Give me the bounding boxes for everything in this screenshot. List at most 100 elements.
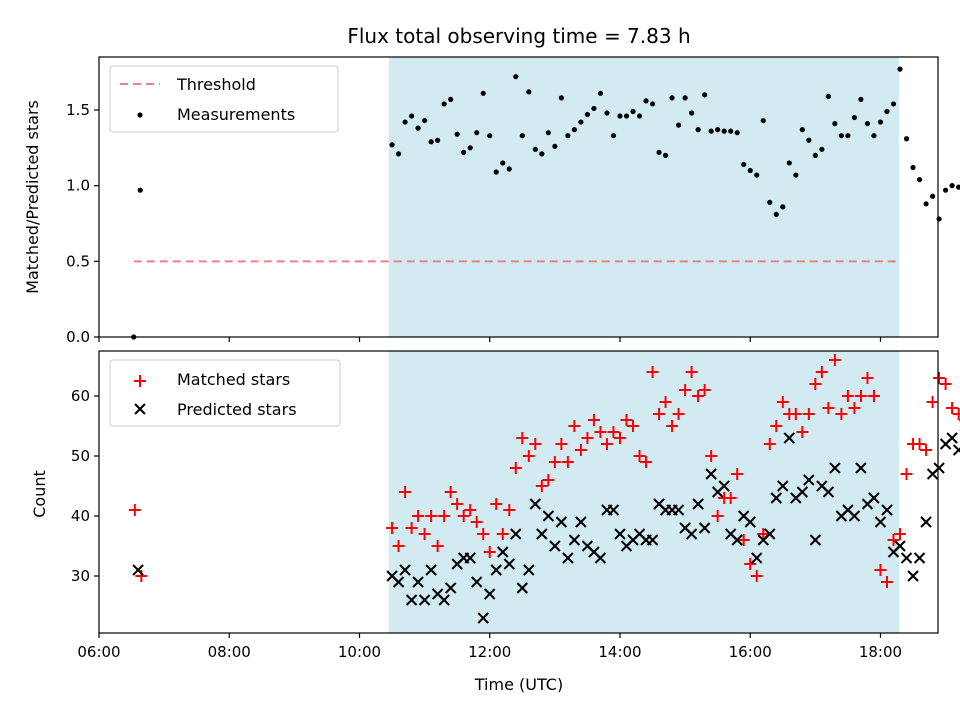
measurement-point xyxy=(838,133,845,139)
predicted-star-point xyxy=(751,552,763,564)
predicted-star-point xyxy=(523,564,535,576)
matched-star-point xyxy=(861,372,874,384)
count-x-ticks: 06:00 08:00 10:00 12:00 14:00 16:00 18:00 xyxy=(77,633,902,661)
measurement-point xyxy=(702,92,708,98)
matched-star-point xyxy=(555,438,568,450)
measurement-point xyxy=(721,128,727,134)
measurement-point xyxy=(493,169,499,175)
matched-star-point xyxy=(679,384,692,396)
measurement-point xyxy=(584,111,591,118)
measurement-point xyxy=(825,93,831,99)
matched-star-point xyxy=(880,576,893,588)
matched-star-point xyxy=(399,486,412,498)
measurement-point xyxy=(487,133,493,139)
measurement-point xyxy=(916,176,923,183)
measurement-point xyxy=(428,139,434,145)
matched-star-point xyxy=(477,528,490,540)
predicted-star-point xyxy=(783,432,796,444)
measurement-point xyxy=(422,117,428,124)
predicted-star-point xyxy=(822,486,835,498)
y-tick-label: 50 xyxy=(71,447,90,465)
measurement-point xyxy=(890,101,897,107)
matched-star-point xyxy=(581,432,594,444)
predicted-star-point xyxy=(646,534,659,546)
measurement-point xyxy=(461,149,467,155)
ratio-legend-box xyxy=(109,65,339,133)
matched-star-point xyxy=(607,426,620,438)
matched-star-point xyxy=(594,426,607,438)
predicted-star-point xyxy=(698,522,711,534)
measurement-point xyxy=(435,137,441,143)
measurement-point xyxy=(389,142,395,148)
matched-star-point xyxy=(874,564,887,576)
predicted-star-point xyxy=(868,492,880,504)
count-plot-frame xyxy=(98,350,939,634)
measurement-point xyxy=(767,199,773,205)
matched-star-point xyxy=(438,510,451,522)
measurement-point xyxy=(506,166,512,172)
measurement-point xyxy=(395,151,402,157)
measurement-point xyxy=(923,201,929,207)
matched-star-point xyxy=(841,390,854,402)
count-panel: 30 40 50 60 06:00 08:00 10:00 12:00 14:00 16:00 1… xyxy=(30,350,960,694)
count-y-ticks: 30 40 50 60 xyxy=(71,387,99,585)
measurement-point xyxy=(137,187,143,193)
measurement-point xyxy=(467,145,473,151)
matched-star-point xyxy=(633,450,646,462)
matched-star-point xyxy=(867,390,880,402)
predicted-star-point xyxy=(920,516,932,528)
x-tick-label: 18:00 xyxy=(859,643,902,661)
x-tick-label: 08:00 xyxy=(208,643,251,661)
matched-star-point xyxy=(529,438,542,450)
measurement-point xyxy=(649,101,656,107)
matched-star-point xyxy=(952,408,960,420)
measurement-point xyxy=(571,127,577,133)
measurement-point xyxy=(669,95,675,101)
matched-star-point xyxy=(425,510,438,522)
measurement-point xyxy=(402,119,408,125)
observing-window-shade xyxy=(388,57,899,337)
matched-star-point xyxy=(431,540,444,552)
count-legend-box xyxy=(109,359,341,427)
measurement-point xyxy=(747,167,753,174)
predicted-star-point xyxy=(516,582,529,594)
predicted-star-point xyxy=(607,504,620,516)
predicted-star-point xyxy=(952,444,960,456)
matched-star-point xyxy=(705,450,718,462)
predicted-star-point xyxy=(568,534,581,546)
measurement-point xyxy=(884,108,890,115)
measurement-point xyxy=(604,110,610,116)
measurement-point xyxy=(578,119,584,125)
matched-star-point xyxy=(854,390,867,402)
matched-star-point xyxy=(809,378,822,390)
matched-star-point xyxy=(776,396,789,408)
measurement-point xyxy=(636,113,643,119)
predicted-star-point xyxy=(894,540,906,552)
measurement-point xyxy=(858,96,864,102)
matched-star-point xyxy=(490,498,503,510)
measurement-point xyxy=(897,66,903,72)
predicted-star-point xyxy=(549,540,561,552)
matched-star-point xyxy=(666,420,679,432)
predicted-star-point xyxy=(399,564,411,576)
matched-star-point xyxy=(496,528,509,540)
matched-star-point xyxy=(444,486,457,498)
predicted-star-point xyxy=(855,462,867,474)
predicted-star-point xyxy=(503,558,515,570)
matched-star-point xyxy=(412,510,425,522)
predicted-star-point xyxy=(874,516,887,528)
measurement-point xyxy=(454,131,460,137)
ratio-y-axis-label: Matched/Predicted stars xyxy=(23,100,42,294)
predicted-star-point xyxy=(731,534,743,546)
measurement-point xyxy=(780,204,786,210)
matched-star-point xyxy=(516,432,529,444)
measurement-point xyxy=(448,96,454,102)
predicted-star-point xyxy=(529,498,542,510)
ratio-x-ticks xyxy=(98,337,882,342)
measurement-point xyxy=(591,105,597,112)
legend-measurements-swatch xyxy=(137,112,143,118)
y-tick-label: 40 xyxy=(71,507,90,525)
measurement-point xyxy=(760,117,766,124)
matched-star-point xyxy=(653,408,666,420)
measurement-point xyxy=(903,136,910,142)
